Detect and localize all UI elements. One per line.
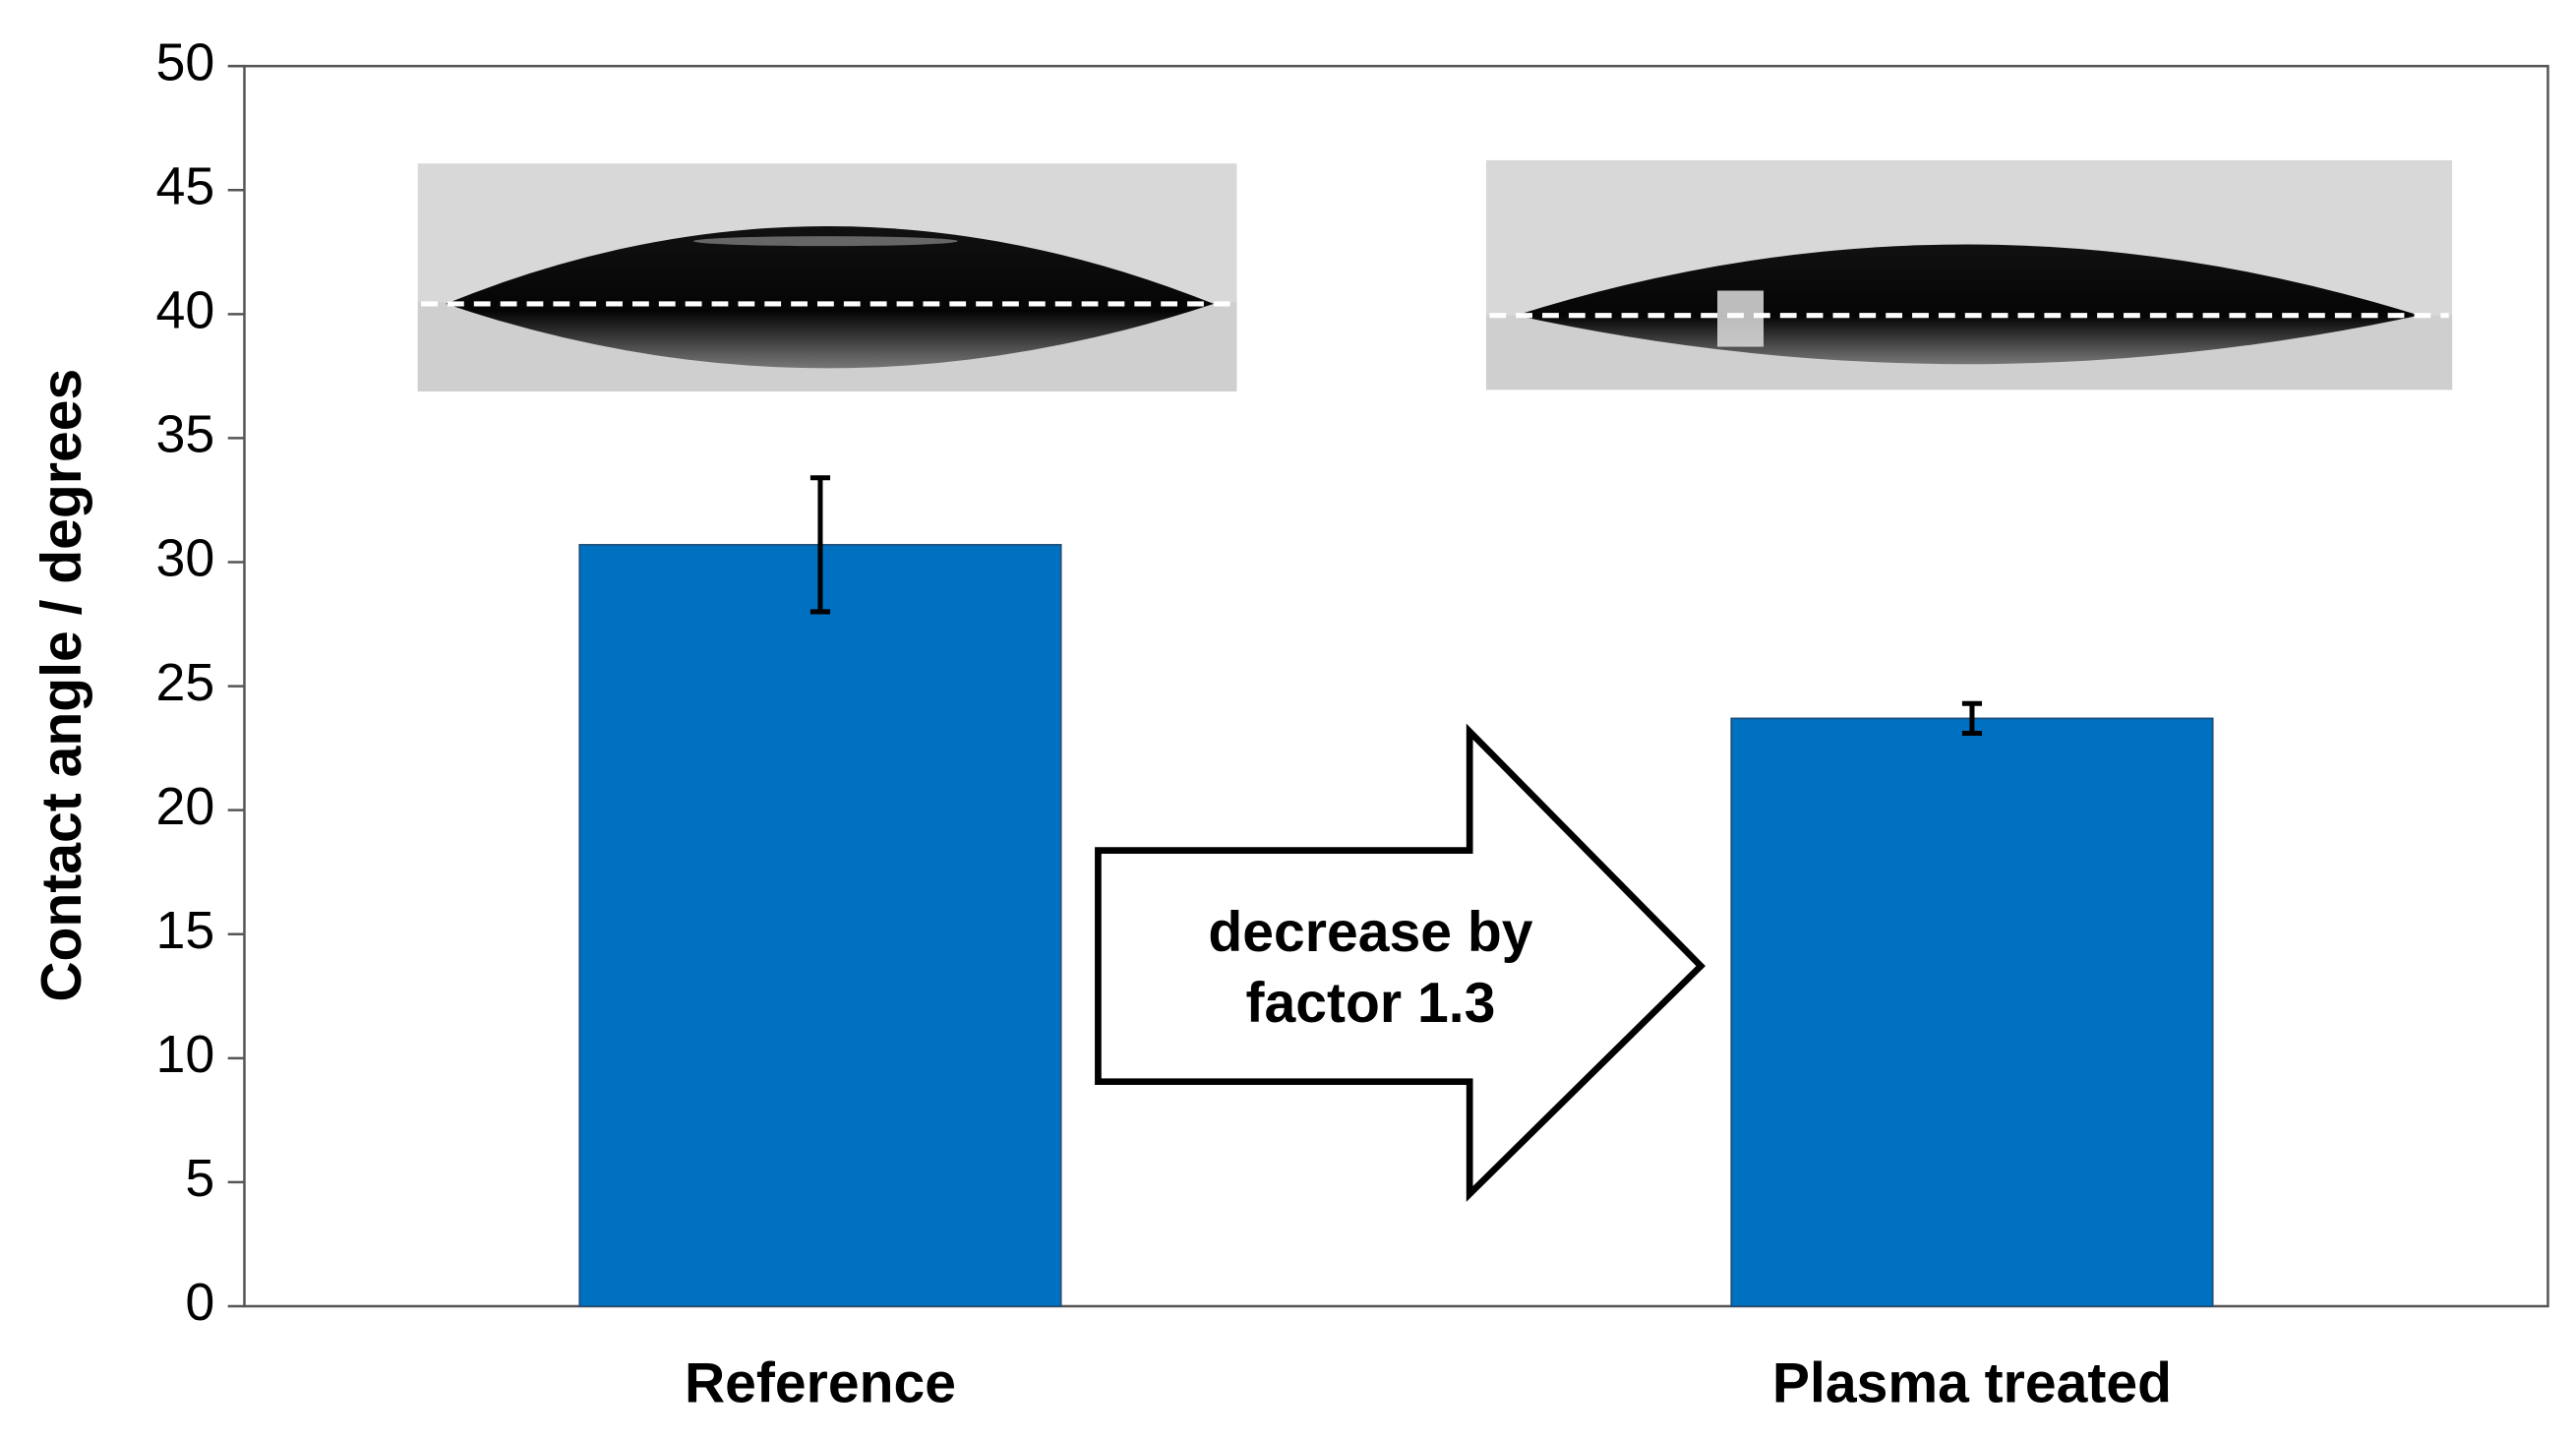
arrow	[1095, 723, 1706, 1202]
y-tick-label: 50	[155, 32, 214, 91]
x-tick-label: Plasma treated	[1772, 1351, 2172, 1414]
droplet-image-plasma	[1485, 159, 2453, 390]
y-tick-label: 25	[155, 653, 214, 712]
y-tick-label: 40	[155, 281, 214, 340]
bar	[1730, 717, 2214, 1307]
x-tick-label: Reference	[685, 1351, 956, 1414]
y-tick-label: 5	[185, 1149, 214, 1208]
y-tick-label: 20	[155, 777, 214, 836]
y-axis-label: Contact angle / degrees	[30, 369, 93, 1002]
y-tick-label: 35	[155, 405, 214, 464]
bar	[578, 544, 1062, 1307]
y-tick-label: 0	[185, 1273, 214, 1332]
y-tick-label: 15	[155, 901, 214, 960]
y-tick-label: 45	[155, 156, 214, 215]
annotation: decrease by	[1208, 901, 1532, 964]
droplet-image-reference	[417, 163, 1237, 391]
annotation: factor 1.3	[1246, 972, 1496, 1035]
y-tick-label: 10	[155, 1025, 214, 1084]
y-tick-label: 30	[155, 529, 214, 588]
